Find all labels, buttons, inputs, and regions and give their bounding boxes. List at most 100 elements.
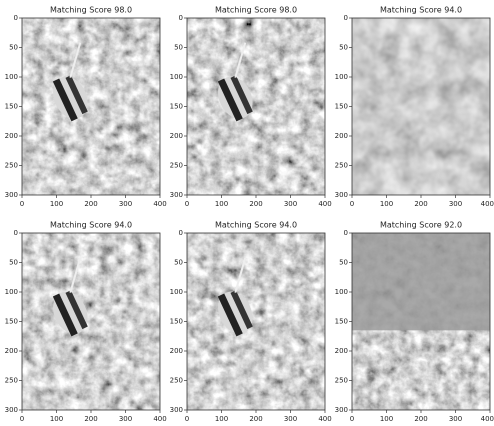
y-tick-label: 250	[335, 377, 348, 385]
fish-stripe	[65, 75, 88, 115]
y-tick-label: 50	[174, 44, 183, 52]
x-tick-label: 200	[414, 200, 427, 208]
panel: Matching Score 92.0 0 100 200 300 400 0 50 100 15…	[335, 221, 494, 424]
y-tick-label: 0	[344, 14, 348, 22]
y-tick-label: 250	[335, 162, 348, 170]
fish-stripe	[217, 293, 243, 337]
fish-fin	[69, 42, 82, 78]
panel-title: Matching Score 94.0	[50, 221, 132, 230]
panel: Matching Score 94.0 0 100 200 300 400 0 50 100 15…	[5, 221, 167, 424]
x-tick-label: 400	[318, 415, 331, 423]
y-tick-label: 100	[335, 288, 348, 296]
x-tick-label: 400	[153, 415, 166, 423]
y-tick-label: 100	[5, 73, 18, 81]
y-tick-label: 300	[5, 191, 18, 199]
fish-fin	[234, 42, 247, 78]
x-tick-label: 100	[215, 415, 228, 423]
y-tick-label: 300	[170, 191, 183, 199]
x-tick-label: 200	[249, 415, 262, 423]
x-tick-label: 300	[449, 200, 462, 208]
fish-stripe	[65, 290, 88, 330]
x-tick-label: 100	[380, 415, 393, 423]
x-tick-label: 200	[84, 200, 97, 208]
y-tick-label: 300	[5, 406, 18, 414]
x-tick-label: 200	[84, 415, 97, 423]
image-texture	[22, 233, 160, 410]
y-tick-label: 150	[5, 318, 18, 326]
panel-title: Matching Score 98.0	[50, 6, 132, 15]
x-tick-label: 300	[119, 200, 132, 208]
panel-title: Matching Score 98.0	[215, 6, 297, 15]
fish-stripe	[230, 75, 253, 115]
image-texture	[352, 18, 490, 195]
image-texture	[187, 18, 325, 195]
y-tick-label: 0	[179, 229, 183, 237]
panel: Matching Score 98.0 0 100 200 300 400 0 50 100 15…	[170, 6, 332, 209]
x-tick-label: 400	[481, 200, 494, 208]
y-tick-label: 200	[5, 132, 18, 140]
y-tick-label: 300	[170, 406, 183, 414]
y-tick-label: 0	[14, 14, 18, 22]
y-tick-label: 150	[335, 318, 348, 326]
x-tick-label: 400	[481, 415, 494, 423]
x-tick-label: 100	[215, 200, 228, 208]
y-tick-label: 100	[5, 288, 18, 296]
x-tick-label: 400	[153, 200, 166, 208]
fish-fin	[234, 257, 247, 293]
y-tick-label: 200	[170, 347, 183, 355]
y-tick-label: 150	[170, 318, 183, 326]
y-tick-label: 250	[5, 377, 18, 385]
x-tick-label: 0	[185, 415, 189, 423]
panel: Matching Score 98.0 0 100 200 300 400 0 50 100 15…	[5, 6, 167, 209]
x-tick-label: 300	[119, 415, 132, 423]
y-tick-label: 0	[179, 14, 183, 22]
panel: Matching Score 94.0 0 100 200 300 400 0 50 100 15…	[170, 221, 332, 424]
y-tick-label: 150	[170, 103, 183, 111]
x-tick-label: 200	[249, 200, 262, 208]
panel-title: Matching Score 94.0	[215, 221, 297, 230]
y-tick-label: 300	[335, 191, 348, 199]
y-tick-label: 0	[344, 229, 348, 237]
y-tick-label: 200	[5, 347, 18, 355]
y-tick-label: 100	[335, 73, 348, 81]
fish-stripe	[230, 290, 253, 330]
x-tick-label: 100	[50, 415, 63, 423]
panel-title: Matching Score 92.0	[380, 221, 462, 230]
y-tick-label: 200	[170, 132, 183, 140]
y-tick-label: 250	[170, 377, 183, 385]
x-tick-label: 300	[449, 415, 462, 423]
x-tick-label: 0	[350, 200, 354, 208]
y-tick-label: 50	[339, 259, 348, 267]
fish-fin	[69, 257, 82, 293]
x-tick-label: 100	[380, 200, 393, 208]
y-tick-label: 300	[335, 406, 348, 414]
y-tick-label: 150	[5, 103, 18, 111]
y-tick-label: 200	[335, 132, 348, 140]
y-tick-label: 100	[170, 288, 183, 296]
x-tick-label: 200	[414, 415, 427, 423]
panel: Matching Score 94.0 0 100 200 300 400 0 50 100 15…	[335, 6, 494, 209]
fish-stripe	[52, 293, 78, 337]
water	[352, 233, 490, 331]
y-tick-label: 200	[335, 347, 348, 355]
y-tick-label: 250	[5, 162, 18, 170]
x-tick-label: 300	[284, 415, 297, 423]
panel-title: Matching Score 94.0	[380, 6, 462, 15]
y-tick-label: 250	[170, 162, 183, 170]
y-tick-label: 50	[174, 259, 183, 267]
x-tick-label: 0	[350, 415, 354, 423]
y-tick-label: 100	[170, 73, 183, 81]
image-texture	[187, 233, 325, 410]
y-tick-label: 0	[14, 229, 18, 237]
x-tick-label: 0	[20, 200, 24, 208]
y-tick-label: 50	[339, 44, 348, 52]
y-tick-label: 50	[9, 259, 18, 267]
fish-stripe	[52, 78, 78, 122]
image-texture	[22, 18, 160, 195]
x-tick-label: 400	[318, 200, 331, 208]
x-tick-label: 100	[50, 200, 63, 208]
fish-stripe	[217, 78, 243, 122]
y-tick-label: 50	[9, 44, 18, 52]
x-tick-label: 0	[185, 200, 189, 208]
